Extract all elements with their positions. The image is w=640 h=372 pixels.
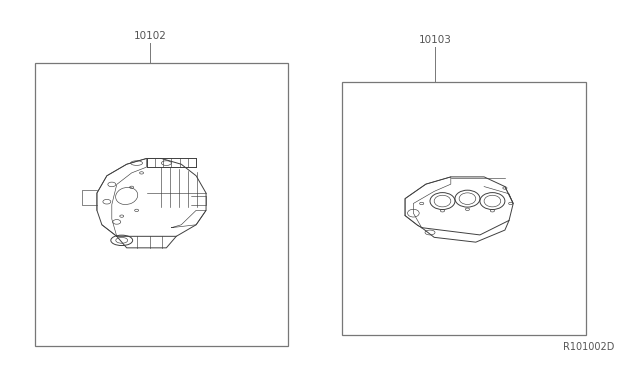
Bar [342, 82, 586, 335]
Bar [35, 63, 288, 346]
Text: 10102: 10102 [134, 31, 167, 41]
Text: 10103: 10103 [419, 35, 452, 45]
Text: R101002D: R101002D [563, 341, 614, 352]
